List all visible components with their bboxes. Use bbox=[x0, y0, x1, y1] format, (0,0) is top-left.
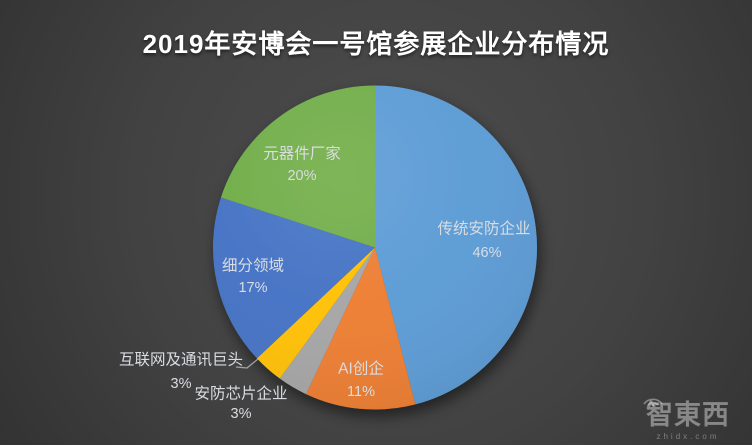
slice-name-4: 细分领域 bbox=[222, 257, 284, 275]
slice-name-3: 互联网及通讯巨头 bbox=[119, 351, 243, 369]
slice-name-5: 元器件厂家 bbox=[263, 145, 341, 163]
watermark-signal-icon bbox=[643, 398, 663, 407]
slice-name-1: AI创企 bbox=[338, 360, 384, 378]
slice-pct-1: 11% bbox=[347, 384, 375, 400]
slice-pct-4: 17% bbox=[238, 280, 267, 296]
chart-title: 2019年安博会一号馆参展企业分布情况 bbox=[142, 29, 610, 59]
pie-slices bbox=[213, 85, 538, 410]
slice-pct-0: 46% bbox=[472, 245, 501, 261]
watermark-domain-text: zhidx.com bbox=[656, 432, 720, 441]
slice-name-2: 安防芯片企业 bbox=[194, 385, 287, 403]
pie-labels: 传统安防企业46%AI创企11%安防芯片企业3%互联网及通讯巨头3%细分领域17… bbox=[119, 145, 531, 423]
watermark-logo-text: 智東西 bbox=[646, 400, 730, 431]
slice-pct-5: 20% bbox=[287, 168, 316, 184]
slice-name-0: 传统安防企业 bbox=[437, 220, 530, 238]
watermark: 智東西 zhidx.com bbox=[632, 398, 744, 441]
slice-pct-2: 3% bbox=[231, 406, 252, 422]
slice-pct-3: 3% bbox=[171, 376, 192, 392]
pie-gloss-overlay bbox=[213, 85, 537, 410]
label-leader-line bbox=[235, 358, 259, 369]
